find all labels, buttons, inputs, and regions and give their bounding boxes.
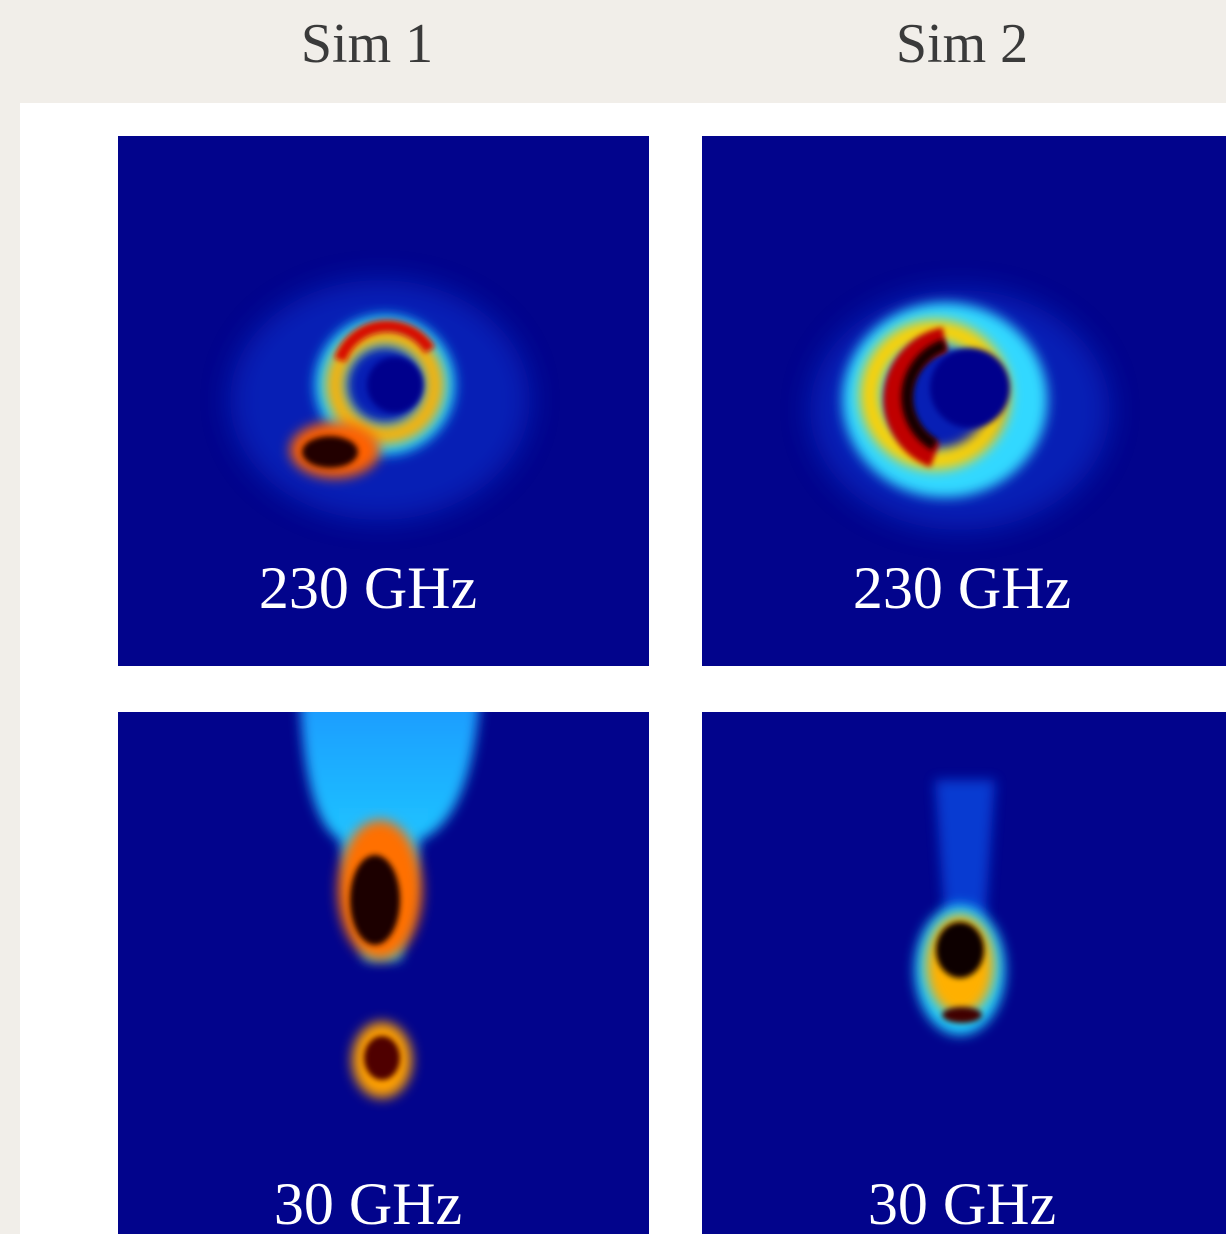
panel-label: 30 GHz — [868, 1171, 1056, 1234]
image-panel — [118, 700, 649, 1234]
panel-label: 230 GHz — [259, 555, 477, 621]
page: Sim comparison {"columns": [ {"title": "… — [0, 0, 1226, 1234]
panel-label: 30 GHz — [274, 1171, 462, 1234]
panel-label: 230 GHz — [853, 555, 1071, 621]
image-panel — [702, 712, 1226, 1234]
slide: Sim 1 Sim 2 230 GHz 30 GHz 230 GHz 30 GH… — [0, 0, 1226, 1234]
column-title: Sim 1 — [301, 13, 433, 75]
body: Sim 1 Sim 2 230 GHz 30 GHz 230 GHz 30 GH… — [0, 0, 1226, 1234]
column-title: Sim 2 — [896, 13, 1028, 75]
